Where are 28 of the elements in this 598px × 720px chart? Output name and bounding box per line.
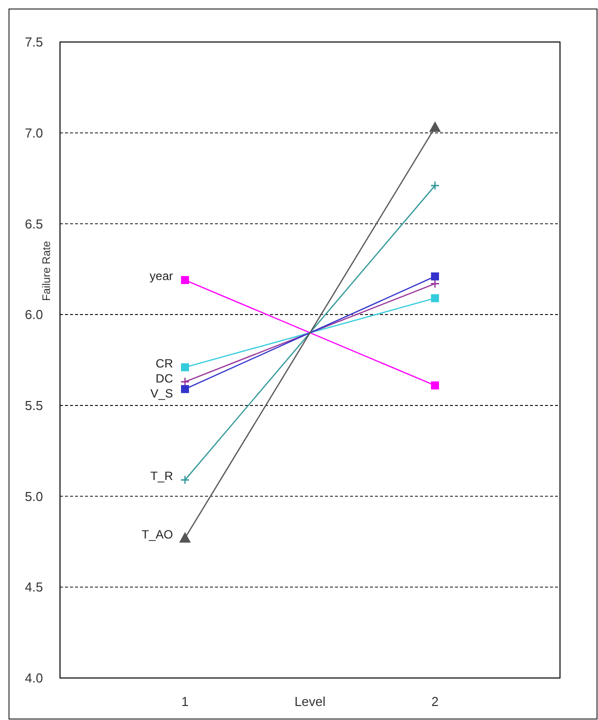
y-tick-label: 4.5 <box>24 580 43 595</box>
series-label: T_AO <box>142 527 173 542</box>
point <box>181 363 189 372</box>
series-label: CR <box>156 356 174 370</box>
y-tick-label: 7.0 <box>24 125 43 140</box>
series-label: T_R <box>150 469 174 484</box>
point <box>431 294 439 302</box>
series-label: DC <box>156 371 174 386</box>
point <box>181 276 189 284</box>
y-tick-label: 5.0 <box>24 488 43 504</box>
y-tick-label: 5.5 <box>24 398 43 413</box>
x-tick-label: 1 <box>181 694 189 709</box>
y-axis-title: Failure Rate <box>41 241 53 301</box>
point <box>431 381 439 390</box>
point <box>180 377 190 386</box>
y-tick-label: 6.5 <box>24 216 43 232</box>
y-tick-label: 4.0 <box>24 670 43 686</box>
point <box>431 272 439 280</box>
y-tick-label: 6.0 <box>24 307 43 322</box>
x-axis-title: Level <box>294 694 326 709</box>
y-tick-label: 7.5 <box>24 34 43 50</box>
x-tick-label: 2 <box>431 694 439 709</box>
series-label: year <box>150 269 174 284</box>
point <box>180 475 190 485</box>
point <box>430 180 440 190</box>
series-label: V_S <box>150 386 173 400</box>
point <box>430 279 440 288</box>
point <box>181 385 189 394</box>
